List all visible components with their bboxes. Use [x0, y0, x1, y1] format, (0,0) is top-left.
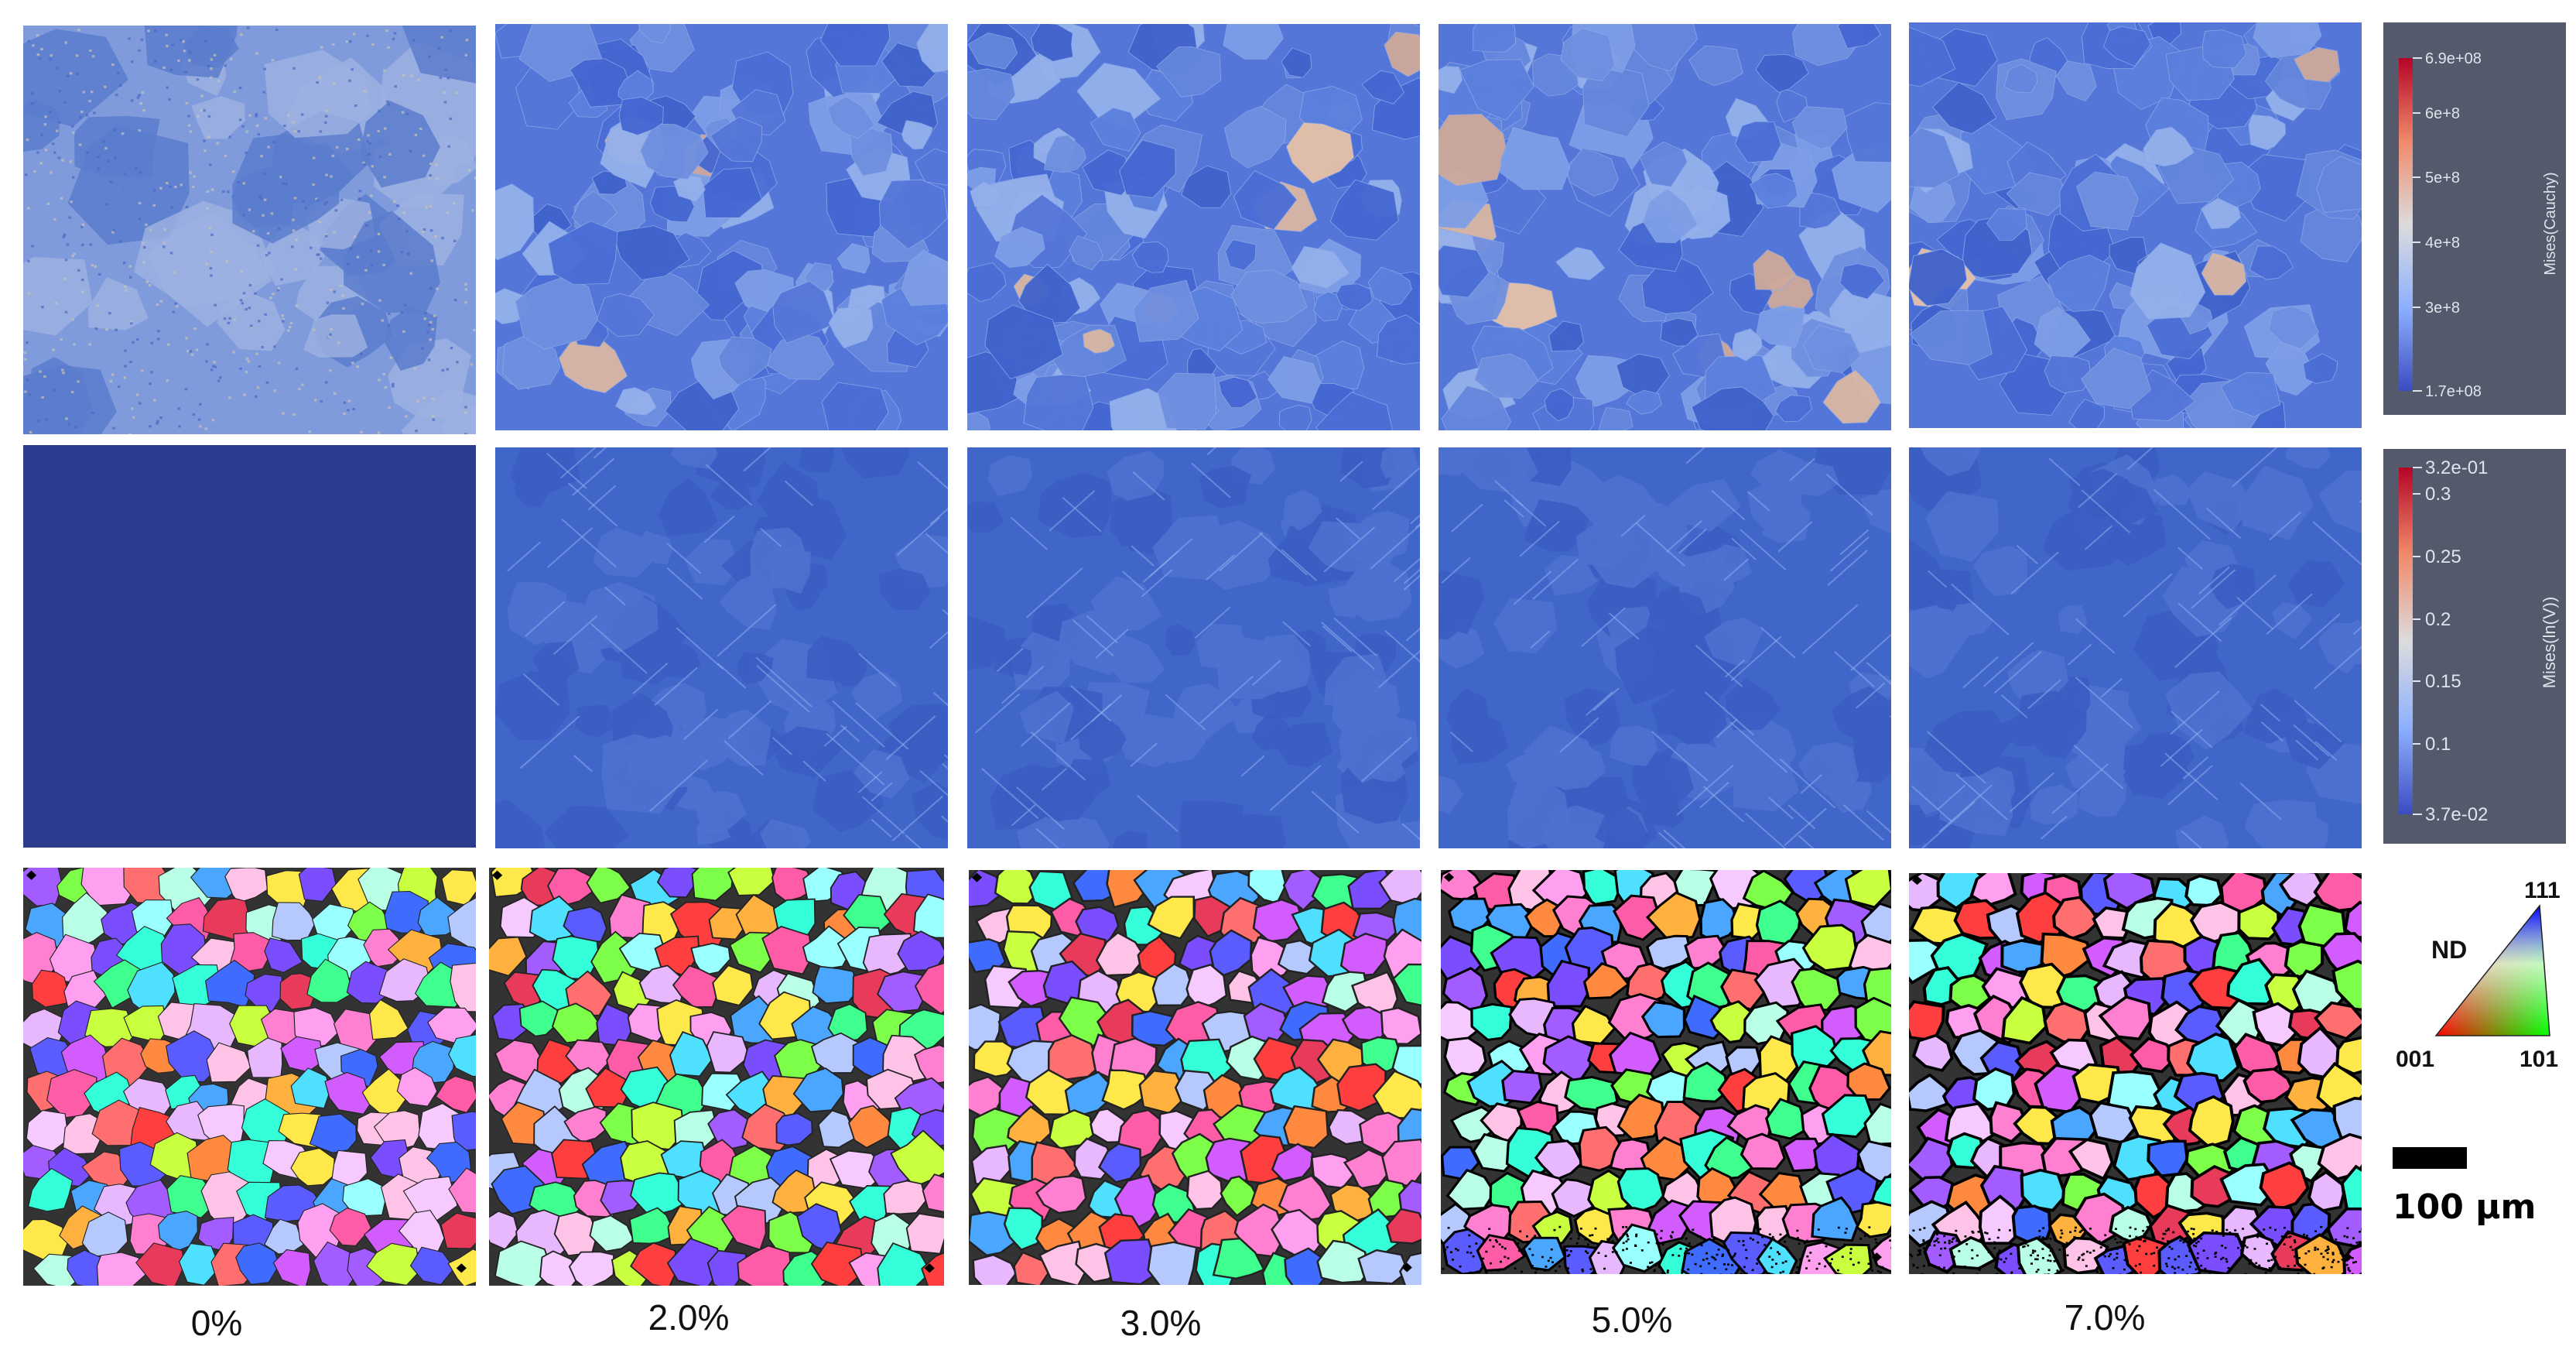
strain-colorbar: 3.2e-01 0.3 0.25 0.2 0.15 0.1 3.7e-02 Mi… — [2383, 449, 2566, 844]
stress-map-2 — [495, 24, 948, 430]
strain-tick-0-15: 0.15 — [2425, 671, 2461, 692]
strain-map-2 — [495, 447, 948, 848]
stress-map-5 — [1439, 24, 1891, 430]
strain-label-3: 3.0% — [1120, 1303, 1202, 1343]
ipf-map-0 — [23, 868, 476, 1286]
strain-colorbar-title: Mises(ln(V)) — [2540, 597, 2559, 689]
scale-bar-line — [2393, 1147, 2467, 1169]
stress-tick-min: 1.7e+08 — [2425, 383, 2482, 400]
strain-label-2: 2.0% — [648, 1297, 730, 1338]
strain-tick-max: 3.2e-01 — [2425, 457, 2488, 478]
stress-tick-3e8: 3e+8 — [2425, 300, 2460, 317]
strain-map-5 — [1439, 447, 1891, 848]
stress-map-7 — [1909, 22, 2362, 428]
stress-tick-6e8: 6e+8 — [2425, 105, 2460, 122]
ipf-corner-111: 111 — [2524, 878, 2561, 903]
stress-tick-4e8: 4e+8 — [2425, 235, 2460, 252]
strain-tick-0-1: 0.1 — [2425, 734, 2451, 755]
ipf-map-7 — [1909, 873, 2362, 1274]
strain-colorbar-gradient — [2399, 468, 2413, 814]
strain-tick-0-3: 0.3 — [2425, 484, 2451, 505]
ipf-color-legend: 111 ND 001 101 — [2391, 875, 2569, 1076]
ipf-map-5 — [1441, 870, 1891, 1274]
ipf-map-3 — [969, 870, 1421, 1285]
strain-tick-0-2: 0.2 — [2425, 609, 2451, 630]
stress-tick-max: 6.9e+08 — [2425, 50, 2482, 67]
strain-tick-min: 3.7e-02 — [2425, 804, 2488, 825]
stress-colorbar: 6.9e+08 6e+8 5e+8 4e+8 3e+8 1.7e+08 Mise… — [2383, 22, 2566, 415]
stress-map-3 — [967, 24, 1420, 430]
strain-map-3 — [967, 447, 1420, 848]
strain-label-5: 5.0% — [1591, 1300, 1673, 1340]
stress-map-0 — [23, 26, 476, 434]
scale-bar-label: 100 μm — [2393, 1187, 2537, 1227]
ipf-corner-101: 101 — [2520, 1047, 2558, 1072]
stress-colorbar-title: Mises(Cauchy) — [2542, 172, 2559, 275]
strain-label-7: 7.0% — [2064, 1297, 2146, 1338]
ipf-corner-001: 001 — [2396, 1047, 2434, 1072]
scale-bar: 100 μm — [2393, 1147, 2571, 1232]
stress-tick-5e8: 5e+8 — [2425, 170, 2460, 187]
strain-label-0: 0% — [190, 1303, 243, 1343]
ipf-direction-label: ND — [2431, 936, 2467, 964]
stress-colorbar-gradient — [2399, 58, 2413, 391]
ipf-map-2 — [489, 868, 944, 1286]
strain-tick-0-25: 0.25 — [2425, 546, 2461, 567]
strain-map-0 — [23, 445, 476, 848]
strain-map-7 — [1909, 447, 2362, 848]
